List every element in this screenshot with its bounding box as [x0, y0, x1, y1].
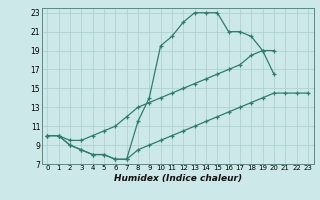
X-axis label: Humidex (Indice chaleur): Humidex (Indice chaleur)	[114, 174, 242, 183]
